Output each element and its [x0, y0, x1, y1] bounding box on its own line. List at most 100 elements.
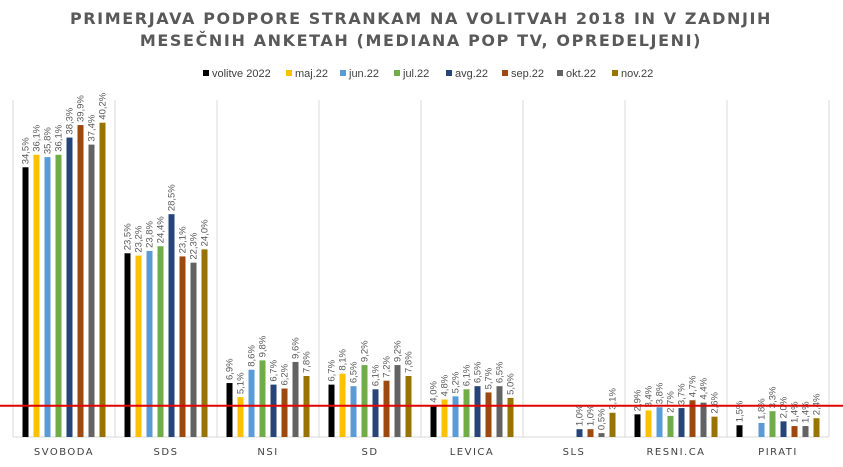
data-label: 6,7% — [327, 359, 338, 381]
bar-levica-6 — [496, 386, 503, 437]
data-label: 5,0% — [506, 373, 517, 395]
data-label: 23,1% — [178, 226, 189, 253]
category-label: RESNI.CA — [646, 447, 705, 458]
legend-label-6: okt.22 — [566, 68, 596, 80]
chart-title-line-2: MESEČNIH ANKETAH (MEDIANA POP TV, OPREDE… — [140, 31, 702, 50]
data-label: 3,4% — [644, 385, 655, 407]
legend-swatch-3 — [394, 70, 400, 76]
data-label: 38,3% — [65, 107, 76, 134]
bar-nsi-5 — [281, 388, 288, 437]
data-label: 4,4% — [699, 377, 710, 399]
data-label: 6,1% — [371, 364, 382, 386]
bar-sds-5 — [179, 256, 186, 437]
data-label: 3,3% — [768, 386, 779, 408]
bar-sd-2 — [350, 386, 357, 437]
legend-label-1: maj.22 — [295, 68, 328, 80]
category-axis: SVOBODA SDS NSI SD LEVICA SLS RESNI.CA PIRATI — [34, 447, 798, 458]
bar-levica-5 — [485, 392, 492, 437]
data-label: 1,0% — [586, 404, 597, 426]
legend-swatch-6 — [557, 70, 563, 76]
chart-title-line-1: PRIMERJAVA PODPORE STRANKAM NA VOLITVAH … — [70, 9, 772, 28]
data-label: 24,4% — [156, 216, 167, 243]
bar-sds-4 — [168, 214, 175, 437]
data-label: 5,2% — [451, 371, 462, 393]
bar-levica-4 — [474, 386, 481, 437]
data-label: 3,8% — [655, 382, 666, 404]
data-label: 5,7% — [484, 367, 495, 389]
bar-sds-2 — [146, 250, 153, 437]
bar-nsi-0 — [226, 383, 233, 437]
legend-label-5: sep.22 — [511, 68, 544, 80]
data-label: 3,1% — [608, 388, 619, 410]
legend: volitve 2022 maj.22 jun.22 jul.22 avg.22 sep.… — [203, 68, 653, 80]
category-label: NSI — [257, 447, 278, 458]
category-label: PIRATI — [758, 447, 798, 458]
bar-sds-1 — [135, 255, 142, 437]
bar-svoboda-2 — [44, 157, 51, 438]
bar-nsi-4 — [270, 384, 277, 437]
data-label: 0,5% — [597, 408, 608, 430]
data-label: 37,4% — [87, 114, 98, 141]
bar-nsi-6 — [292, 361, 299, 437]
legend-swatch-7 — [612, 70, 618, 76]
legend-label-0: volitve 2022 — [212, 68, 271, 80]
data-label: 6,2% — [280, 363, 291, 385]
data-label: 9,8% — [258, 335, 269, 357]
data-label: 4,8% — [440, 374, 451, 396]
bar-pirati-2 — [758, 422, 765, 437]
data-label: 8,6% — [247, 345, 258, 367]
legend-swatch-0 — [203, 70, 209, 76]
data-label: 1,5% — [735, 400, 746, 422]
data-label: 40,2% — [98, 92, 109, 119]
bar-pirati-6 — [802, 426, 809, 437]
bar-resni-ca-7 — [711, 416, 718, 437]
data-label: 7,8% — [404, 351, 415, 373]
bar-sls-5 — [587, 429, 594, 437]
data-label: 6,1% — [462, 364, 473, 386]
legend-label-4: avg.22 — [455, 68, 488, 80]
bar-sds-7 — [201, 249, 208, 437]
bar-sd-5 — [383, 380, 390, 437]
data-label: 7,8% — [302, 351, 313, 373]
bar-nsi-3 — [259, 360, 266, 437]
bar-levica-3 — [463, 389, 470, 437]
data-label: 6,9% — [225, 358, 236, 380]
data-label: 6,5% — [473, 361, 484, 383]
data-label: 1,0% — [575, 404, 586, 426]
bar-svoboda-7 — [99, 122, 106, 437]
bar-sd-4 — [372, 389, 379, 437]
bar-pirati-3 — [769, 411, 776, 437]
legend-swatch-1 — [286, 70, 292, 76]
data-label: 4,7% — [688, 375, 699, 397]
bar-levica-1 — [441, 399, 448, 437]
data-label: 23,5% — [123, 223, 134, 250]
bar-nsi-1 — [237, 397, 244, 437]
bar-sds-3 — [157, 246, 164, 437]
data-label: 2,0% — [779, 396, 790, 418]
category-label: LEVICA — [450, 447, 495, 458]
data-label: 1,8% — [757, 398, 768, 420]
bar-svoboda-0 — [22, 167, 29, 438]
bar-sds-6 — [190, 262, 197, 437]
bar-resni-ca-0 — [634, 414, 641, 437]
data-label: 22,3% — [189, 232, 200, 259]
data-label: 8,1% — [338, 348, 349, 370]
data-label: 3,7% — [677, 383, 688, 405]
data-label: 1,4% — [801, 401, 812, 423]
data-label: 39,9% — [76, 95, 87, 122]
data-label: 5,1% — [236, 372, 247, 394]
bar-svoboda-5 — [77, 125, 84, 438]
data-label: 6,5% — [349, 361, 360, 383]
bar-levica-2 — [452, 396, 459, 437]
bar-sd-0 — [328, 384, 335, 437]
bar-resni-ca-3 — [667, 415, 674, 437]
data-label: 24,0% — [200, 219, 211, 246]
bar-sds-0 — [124, 253, 131, 437]
bar-resni-ca-4 — [678, 408, 685, 437]
bar-resni-ca-6 — [700, 402, 707, 437]
bar-sd-3 — [361, 365, 368, 437]
legend-swatch-5 — [502, 70, 508, 76]
data-label: 6,7% — [269, 359, 280, 381]
data-label: 23,8% — [145, 220, 156, 247]
